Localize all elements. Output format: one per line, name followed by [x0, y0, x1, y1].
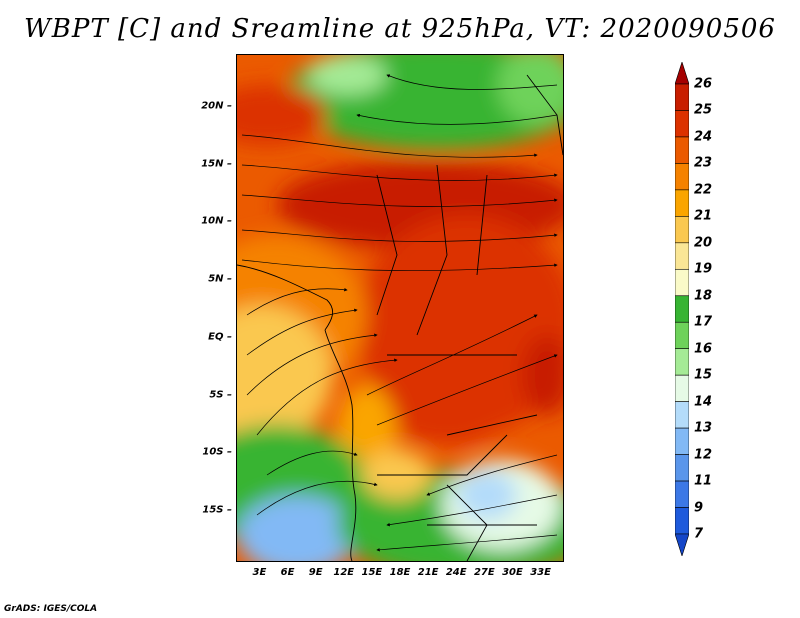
streamline: [241, 164, 558, 181]
wbpt-streamline-map: [237, 55, 563, 561]
colorbar-label: 20: [694, 235, 713, 251]
streamline: [386, 494, 558, 527]
colorbar-swatch: [675, 110, 689, 138]
colorbar-label: 7: [694, 526, 704, 542]
colorbar-swatch: [675, 163, 689, 191]
colorbar-swatch: [675, 62, 689, 85]
lon-tick-label: 18E: [389, 567, 411, 578]
interior-borders: [376, 164, 538, 476]
southern-borders: [427, 484, 537, 561]
colorbar-label: 22: [694, 182, 713, 198]
lon-tick-label: 9E: [308, 567, 323, 578]
colorbar-label: 25: [694, 102, 713, 118]
colorbar-label: 11: [694, 473, 713, 489]
streamline: [376, 534, 558, 552]
streamline: [246, 333, 378, 396]
northeast-green-zone: [497, 55, 563, 125]
colorbar-label: 24: [694, 129, 713, 145]
coastline-gulf: [237, 264, 334, 331]
lat-tick-label: 20N –: [201, 100, 232, 112]
colorbar-swatch: [675, 374, 689, 402]
lon-tick-label: 3E: [252, 567, 267, 578]
colorbar-label: 19: [694, 261, 713, 277]
colorbar-swatch: [675, 533, 689, 556]
colorbar-swatch: [675, 83, 689, 111]
lat-tick-label: 15N –: [201, 158, 232, 170]
southwest-blue-zone: [237, 495, 357, 561]
colorbar-label: 26: [694, 76, 713, 92]
colorbar-swatch: [675, 480, 689, 508]
streamline: [256, 480, 378, 516]
east-red-zone: [522, 335, 563, 415]
colorbar-swatch: [675, 427, 689, 455]
lon-tick-label: 30E: [502, 567, 523, 578]
colorbar-label: 13: [694, 420, 713, 436]
lon-tick-label: 27E: [473, 567, 495, 578]
colorbar-label: 16: [694, 341, 713, 357]
lat-tick-label: 5N –: [208, 273, 232, 285]
coastline-west: [324, 329, 357, 561]
map-panel: [236, 54, 564, 562]
northwest-red-zone: [237, 85, 327, 145]
country-borders: [237, 74, 563, 561]
lon-tick-label: 24E: [445, 567, 467, 578]
streamline: [241, 194, 558, 207]
atlantic-yellow-zone: [237, 305, 332, 445]
colorbar-label: 18: [694, 288, 713, 304]
colorbar-label: 21: [694, 208, 713, 224]
streamline: [266, 450, 358, 476]
streamline: [241, 229, 558, 242]
colorbar-swatch: [675, 348, 689, 376]
lon-tick-label: 33E: [530, 567, 551, 578]
colorbar-swatch: [675, 136, 689, 164]
colorbar-label: 17: [694, 314, 713, 330]
colorbar-swatch: [675, 507, 689, 535]
streamline: [386, 74, 558, 90]
colorbar-label: 9: [694, 500, 704, 516]
streamline: [241, 134, 538, 158]
north-lightgreen-zone: [307, 55, 387, 95]
lon-tick-label: 21E: [417, 567, 439, 578]
streamline: [256, 358, 398, 436]
lat-tick-label: 10S –: [202, 446, 232, 458]
colorbar-label: 12: [694, 447, 713, 463]
lat-tick-label: 15S –: [202, 504, 232, 516]
streamline: [426, 454, 558, 496]
colorbar-swatch: [675, 216, 689, 244]
lat-tick-label: 10N –: [201, 215, 232, 227]
streamline: [246, 287, 348, 316]
colorbar-swatch: [675, 401, 689, 429]
lat-tick-label: 5S –: [209, 389, 232, 401]
colorbar-swatch: [675, 321, 689, 350]
lat-tick-label: EQ –: [208, 331, 232, 343]
temperature-field: [237, 55, 563, 561]
highland-blue-zone: [457, 470, 517, 520]
colorbar-swatch: [675, 268, 689, 297]
chart-title: WBPT [C] and Sreamline at 925hPa, VT: 20…: [24, 14, 776, 44]
streamline: [366, 314, 538, 396]
streamline: [241, 259, 558, 271]
streamline: [246, 308, 358, 356]
colorbar-swatch: [675, 454, 689, 482]
streamline: [376, 354, 558, 426]
colorbar-swatch: [675, 189, 689, 217]
credit-text: GrADS: IGES/COLA: [4, 604, 98, 614]
colorbar: [675, 62, 689, 556]
lon-tick-label: 15E: [361, 567, 383, 578]
colorbar-label: 15: [694, 367, 713, 383]
streamline: [356, 113, 558, 125]
colorbar-label: 14: [694, 394, 713, 410]
colorbar-swatch: [675, 242, 689, 270]
lon-tick-label: 6E: [280, 567, 295, 578]
colorbar-swatch: [675, 295, 689, 323]
streamlines: [241, 74, 558, 552]
colorbar-label: 23: [694, 155, 713, 171]
lon-tick-label: 12E: [333, 567, 355, 578]
congo-red-zone: [377, 345, 517, 445]
